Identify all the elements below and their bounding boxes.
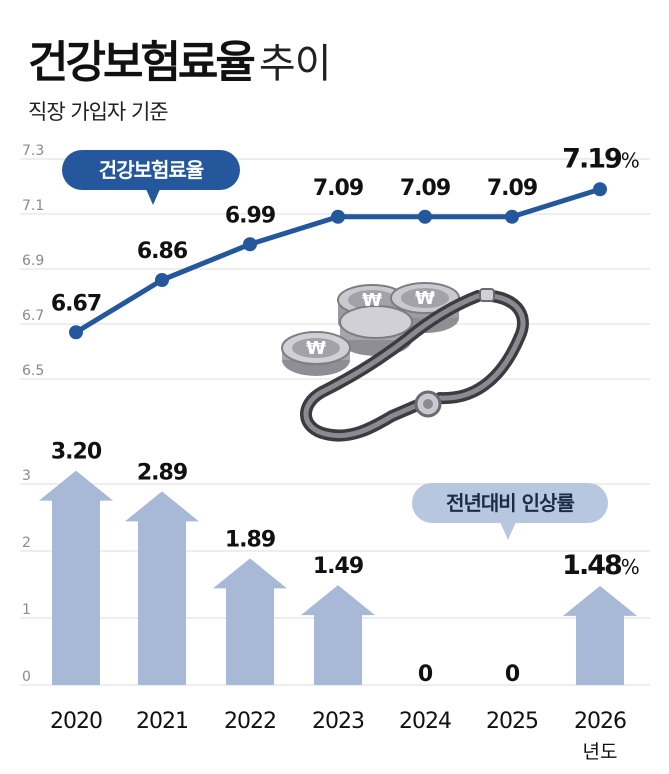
line-data-label: 6.99 [225,203,275,228]
bar-data-label: 0 [505,662,520,687]
title-secondary: 추이 [258,41,332,87]
line-point [155,273,169,287]
line-point [331,209,345,224]
line-badge-label: 건강보험료율 [99,158,204,182]
illustration: ₩ ₩ ₩ [281,282,529,442]
x-tick-label: 2021 [136,709,188,734]
coin-symbol: ₩ [415,288,435,309]
x-tick-label: 2024 [399,709,451,734]
chart-title: 건강보험료율 추이 [28,26,331,90]
line-chart: 6.67 6.86 6.99 7.09 7.09 7.09 7.19% [51,143,641,340]
bar-y-tick: 2 [22,535,31,551]
bar-data-label: 1.49 [313,554,363,579]
bar-data-label: 1.48% [562,550,639,581]
bar-legend-badge: 전년대비 인상률 [412,483,608,540]
line-y-tick: 6.7 [22,308,44,324]
line-y-tick: 6.9 [22,253,44,269]
line-y-tick: 7.1 [22,198,44,214]
x-axis: 2020 2021 2022 2023 2024 2025 2026 년도 [50,709,627,763]
bar-data-label: 3.20 [51,440,102,465]
stethoscope-icon [300,288,529,442]
bar-arrow [39,470,113,685]
bar-data-label: 1.89 [225,527,275,552]
bar-y-tick: 3 [22,468,31,484]
bar-arrow [213,558,287,685]
x-tick-label: 2020 [50,709,102,734]
line-point [243,237,257,252]
bar-pct-suffix: % [621,555,639,579]
bar-data-label: 0 [418,662,433,687]
line-data-label: 7.09 [400,176,450,201]
line-data-label: 7.09 [313,176,363,201]
line-point [418,209,432,224]
x-axis-unit: 년도 [583,741,618,763]
bar-arrow [301,585,375,685]
line-pct-suffix: % [621,148,639,172]
line-data-label: 7.09 [487,176,537,201]
line-legend-badge: 건강보험료율 [62,150,240,205]
line-data-label: 7.19% [562,143,639,174]
bar-badge-label: 전년대비 인상률 [446,491,574,515]
bar-y-tick: 1 [22,602,31,618]
line-y-tick: 7.3 [22,143,44,159]
x-tick-label: 2026 [574,709,626,734]
x-tick-label: 2025 [486,709,538,734]
bar-chart: 3.20 2.89 1.89 1.49 0 0 1.48% [39,440,641,687]
line-point [505,209,519,224]
title-main: 건강보험료율 [28,37,256,88]
line-point [69,325,83,340]
bar-y-tick: 0 [22,669,31,685]
bar-arrow [563,585,637,685]
line-point [593,182,607,197]
line-data-label: 6.86 [137,239,188,264]
coin-symbol: ₩ [306,338,326,359]
bar-arrow [125,491,199,685]
x-tick-label: 2023 [312,709,364,734]
bar-data-label: 2.89 [137,460,187,485]
x-tick-label: 2022 [224,709,276,734]
line-data-label: 6.67 [51,291,101,316]
chart-subtitle: 직장 가입자 기준 [28,100,169,124]
coin-symbol: ₩ [362,290,382,311]
line-y-tick: 6.5 [22,363,44,379]
